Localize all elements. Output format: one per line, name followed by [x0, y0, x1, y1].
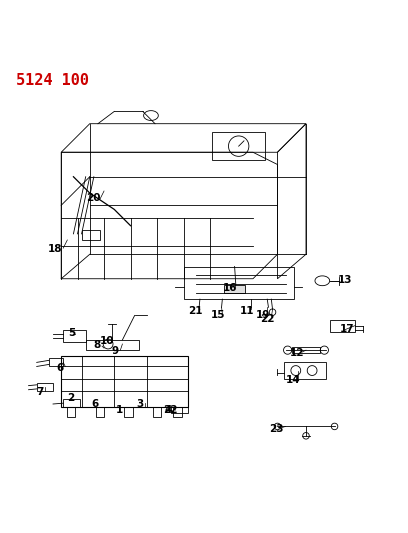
Text: 15: 15: [211, 310, 226, 320]
Text: 5124 100: 5124 100: [16, 72, 89, 88]
Text: 3: 3: [136, 399, 144, 409]
Text: 5: 5: [68, 328, 75, 337]
Text: 23: 23: [269, 424, 284, 434]
Text: 12: 12: [290, 348, 304, 358]
Text: 9: 9: [112, 346, 119, 356]
Text: 19: 19: [256, 310, 271, 320]
Polygon shape: [224, 285, 245, 293]
Text: 18: 18: [48, 244, 62, 254]
Text: 16: 16: [223, 282, 238, 293]
Text: 20: 20: [86, 193, 101, 203]
Text: 4: 4: [165, 405, 172, 415]
Text: 7: 7: [36, 387, 44, 397]
Text: 14: 14: [286, 375, 300, 385]
Text: 21: 21: [188, 305, 202, 316]
Text: 2: 2: [67, 393, 74, 403]
Text: 1: 1: [116, 405, 123, 415]
Text: 17: 17: [340, 324, 355, 334]
Text: 22: 22: [260, 314, 275, 324]
Text: 13: 13: [337, 274, 352, 285]
Text: 22: 22: [163, 405, 178, 415]
Text: 11: 11: [239, 305, 254, 316]
Text: 10: 10: [100, 336, 115, 346]
Text: 8: 8: [93, 340, 101, 350]
Text: 6: 6: [57, 362, 64, 373]
Text: 6: 6: [91, 399, 98, 409]
